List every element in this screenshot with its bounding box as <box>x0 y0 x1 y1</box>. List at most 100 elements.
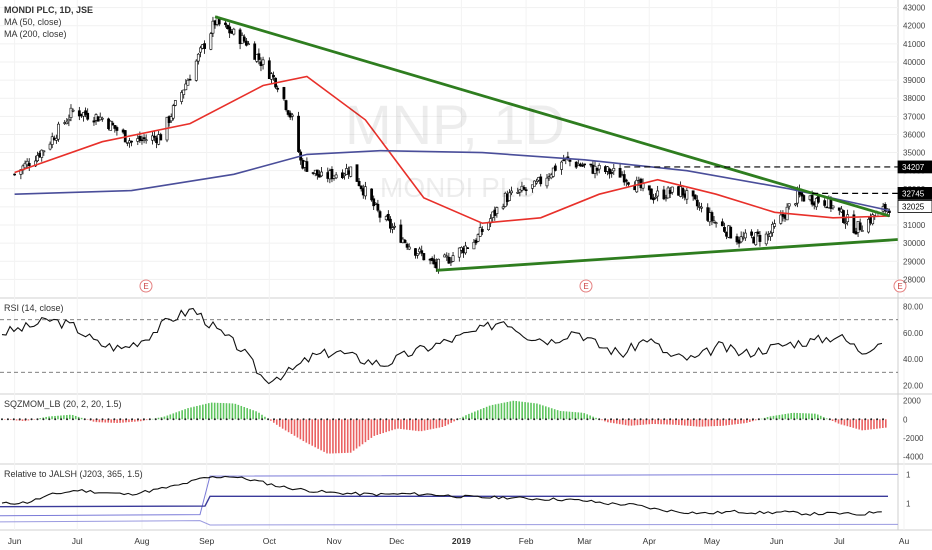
sqz-bar <box>873 419 875 430</box>
sqz-dot <box>414 418 417 421</box>
sqz-bar <box>740 419 742 424</box>
candle-body <box>363 186 367 197</box>
candle-body <box>188 78 192 81</box>
sqz-bar <box>361 419 364 445</box>
sqz-bar <box>196 405 198 420</box>
sqz-bar <box>104 419 107 423</box>
sqz-bar <box>27 419 30 421</box>
sqz-dot <box>237 418 240 421</box>
candle-body <box>315 169 319 176</box>
sqz-dot <box>669 418 672 421</box>
candle-body <box>282 87 286 100</box>
sqz-bar <box>831 419 834 421</box>
sqz-bar <box>808 413 810 420</box>
price-tick: 31000 <box>903 221 926 230</box>
symbol-title[interactable]: MONDI PLC, 1D, JSE <box>4 5 94 15</box>
sqz-dot <box>811 418 814 421</box>
candle-body <box>378 211 382 218</box>
sqz-bar <box>145 419 148 421</box>
sqz-bar <box>172 413 175 420</box>
time-tick: Apr <box>643 536 656 546</box>
sqz-bar <box>503 402 506 420</box>
sqz-bar <box>51 416 53 420</box>
candle-body <box>357 180 361 187</box>
candle-body <box>664 197 668 200</box>
sqz-dot <box>89 418 92 421</box>
sqz-bar <box>542 405 544 420</box>
price-tick: 38000 <box>903 94 926 103</box>
candle-body <box>386 213 390 221</box>
candle-body <box>267 60 271 79</box>
candle-body <box>860 230 864 232</box>
sqz-dot <box>568 418 571 421</box>
sqz-bar <box>438 419 441 428</box>
relative-panel[interactable] <box>0 473 899 526</box>
sqz-dot <box>799 418 802 421</box>
candle-body <box>612 168 616 172</box>
candle-body <box>779 214 783 224</box>
rsi-title[interactable]: RSI (14, close) <box>4 303 64 313</box>
ma50-legend[interactable]: MA (50, close) <box>4 17 62 27</box>
sqz-dot <box>6 418 9 421</box>
sqz-bar <box>734 419 736 425</box>
sqz-bar <box>107 419 110 423</box>
sqz-bar <box>190 407 192 420</box>
sqz-bar <box>249 409 251 420</box>
sqz-bar <box>840 419 843 425</box>
ma200-legend[interactable]: MA (200, close) <box>4 29 67 39</box>
candle-body <box>276 87 280 90</box>
price-marker-label: 32025 <box>902 202 925 211</box>
sqz-dot <box>876 418 879 421</box>
sqz-bar <box>728 419 730 426</box>
sqz-bar <box>769 416 772 420</box>
candle-body <box>84 110 87 115</box>
candle-body <box>844 222 847 225</box>
candle-body <box>399 224 403 243</box>
sqz-bar <box>320 419 322 451</box>
sqz-bar <box>314 419 316 448</box>
sqz-bar <box>817 414 819 420</box>
sqz-dot <box>154 418 157 421</box>
sqz-bar <box>790 413 792 420</box>
sqz-dot <box>225 418 228 421</box>
sqz-bar <box>391 419 393 431</box>
sqz-bar <box>9 419 12 420</box>
sqz-bar <box>716 419 719 427</box>
relative-title[interactable]: Relative to JALSH (J203, 365, 1.5) <box>4 469 143 479</box>
candle-body <box>583 163 586 166</box>
sqz-bar <box>92 419 95 422</box>
rsi-panel[interactable] <box>0 307 898 385</box>
ma50-line <box>14 75 890 225</box>
candle-body <box>173 100 177 106</box>
sqz-bar <box>814 413 816 420</box>
candle-body <box>810 195 814 205</box>
sqz-dot <box>686 418 689 421</box>
candle-body <box>57 123 60 140</box>
sqz-bar <box>364 419 367 443</box>
candle-body <box>551 167 555 177</box>
sqz-bar <box>429 419 432 430</box>
sqz-bar <box>258 412 260 420</box>
sqz-bar <box>822 417 825 420</box>
candle-body <box>466 247 470 249</box>
candle-body <box>69 107 73 118</box>
sqz-dot <box>278 418 281 421</box>
candle-body <box>771 223 774 234</box>
sqz-bar <box>645 419 648 425</box>
sqz-dot <box>131 418 134 421</box>
sqzmom-title[interactable]: SQZMOM_LB (20, 2, 20, 1.5) <box>4 399 122 409</box>
sqz-dot <box>178 418 181 421</box>
sqz-dot <box>77 418 80 421</box>
relative-line <box>1 475 882 516</box>
sqz-dot <box>207 418 210 421</box>
candle-body <box>871 214 875 225</box>
sqz-bar <box>352 419 355 451</box>
sqz-dot <box>763 418 766 421</box>
sqz-bar <box>275 419 278 425</box>
sqz-bar <box>329 419 331 454</box>
sqz-dot <box>698 418 701 421</box>
sqz-dot <box>485 418 488 421</box>
sqzmom-panel[interactable] <box>1 400 887 454</box>
